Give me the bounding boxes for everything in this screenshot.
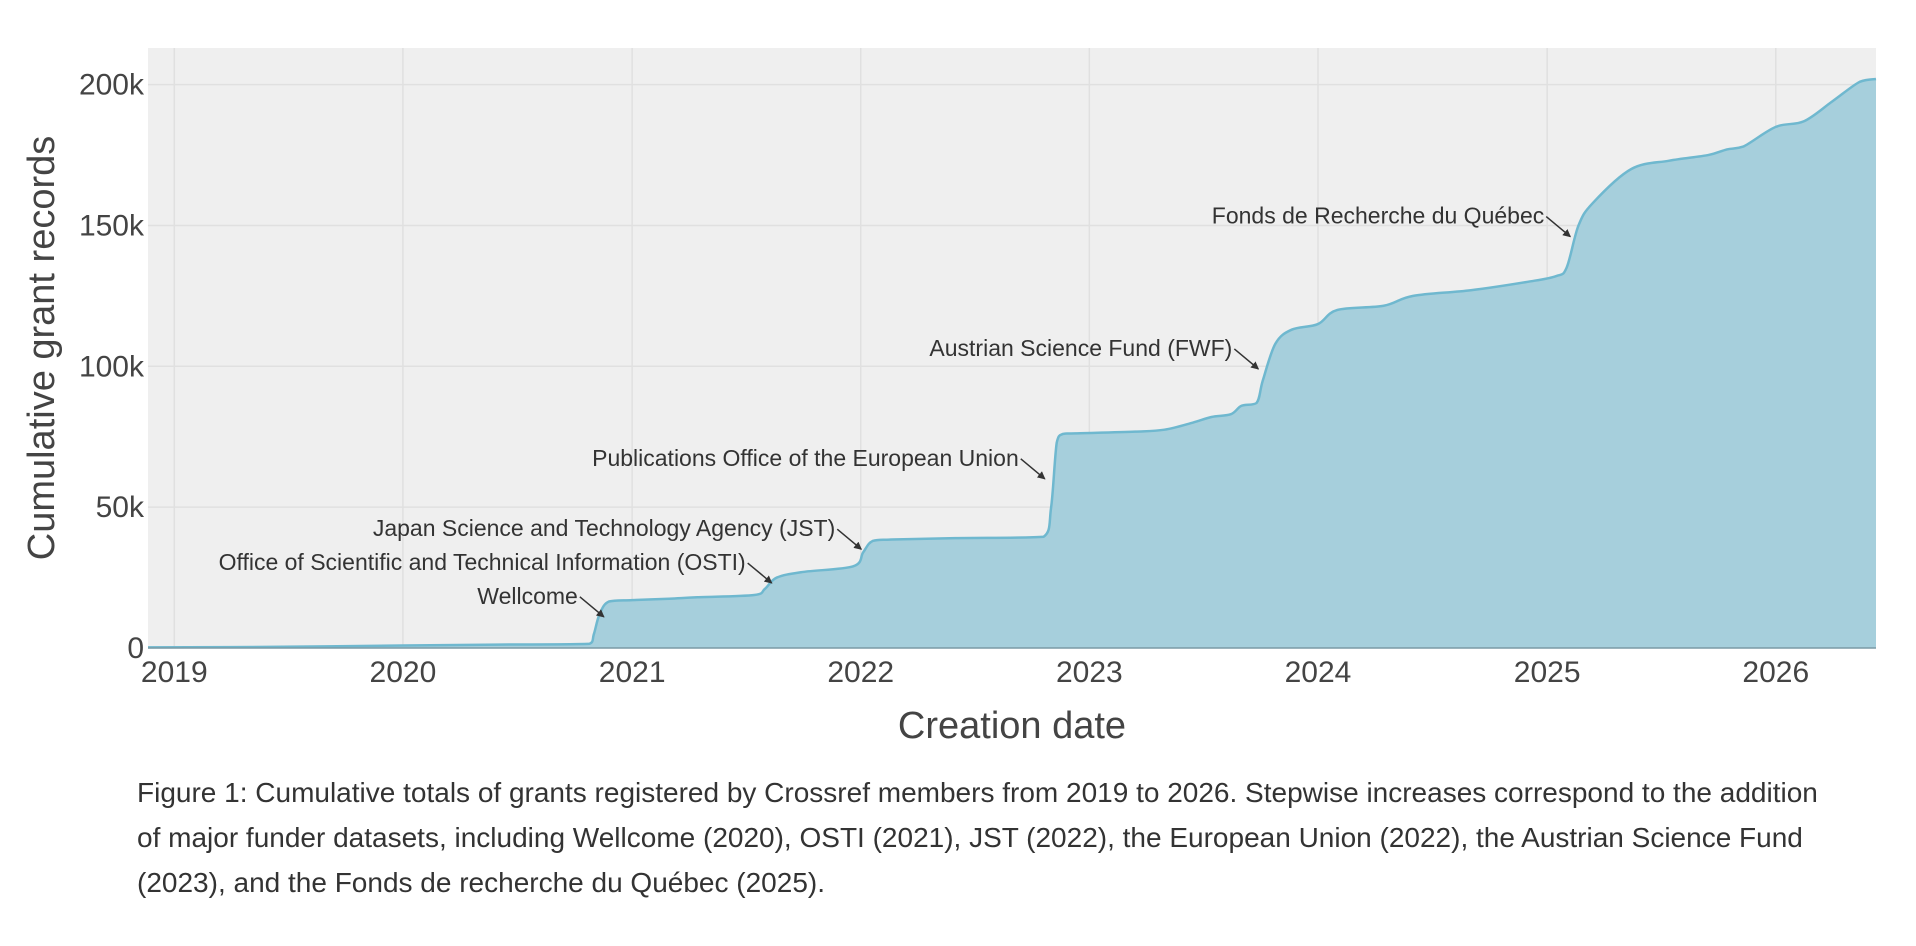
annotation: Office of Scientific and Technical Infor… [219, 549, 773, 584]
annotation: Publications Office of the European Unio… [592, 445, 1046, 480]
y-tick-label: 200k [79, 69, 145, 102]
y-tick-label: 100k [79, 350, 145, 383]
y-tick-label: 0 [127, 632, 144, 665]
annotation-label: Wellcome [477, 583, 578, 609]
annotation-label: Austrian Science Fund (FWF) [929, 335, 1232, 361]
annotation-arrow [747, 562, 773, 584]
x-tick-label: 2019 [141, 656, 208, 689]
annotation-label: Japan Science and Technology Agency (JST… [373, 515, 835, 541]
x-tick-label: 2022 [827, 656, 894, 689]
y-axis-title: Cumulative grant records [21, 136, 63, 561]
annotation-arrow [579, 596, 605, 618]
x-tick-label: 2020 [370, 656, 437, 689]
annotation-arrow [836, 528, 863, 550]
cumulative-line [147, 77, 1877, 649]
annotations: Wellcome Office of Scientific and Technic… [219, 203, 1572, 618]
x-tick-label: 2024 [1285, 656, 1352, 689]
grant-records-chart: 0 50k 100k 150k 200k 2019 2020 2021 2022 2023 202… [21, 48, 1877, 747]
cumulative-area [148, 78, 1876, 649]
annotation-arrow [1233, 348, 1260, 370]
y-axis-ticks: 0 50k 100k 150k 200k [79, 69, 145, 665]
figure-caption: Figure 1: Cumulative totals of grants re… [137, 777, 1818, 898]
annotation-label: Publications Office of the European Unio… [592, 445, 1019, 471]
annotation-arrow [1545, 215, 1572, 238]
y-tick-label: 50k [96, 491, 145, 524]
annotation: Wellcome [477, 583, 605, 618]
y-tick-label: 150k [79, 209, 145, 242]
x-axis-title: Creation date [898, 705, 1126, 747]
x-axis-ticks: 2019 2020 2021 2022 2023 2024 2025 2026 [141, 656, 1809, 689]
x-tick-label: 2021 [599, 656, 666, 689]
annotation: Fonds de Recherche du Québec [1212, 203, 1572, 238]
x-tick-label: 2023 [1056, 656, 1123, 689]
annotation-label: Office of Scientific and Technical Infor… [219, 549, 746, 575]
annotation: Japan Science and Technology Agency (JST… [373, 515, 863, 550]
annotation-arrow [1020, 458, 1046, 480]
annotation: Austrian Science Fund (FWF) [929, 335, 1260, 370]
annotation-label: Fonds de Recherche du Québec [1212, 203, 1544, 229]
x-tick-label: 2025 [1514, 656, 1581, 689]
x-tick-label: 2026 [1742, 656, 1809, 689]
